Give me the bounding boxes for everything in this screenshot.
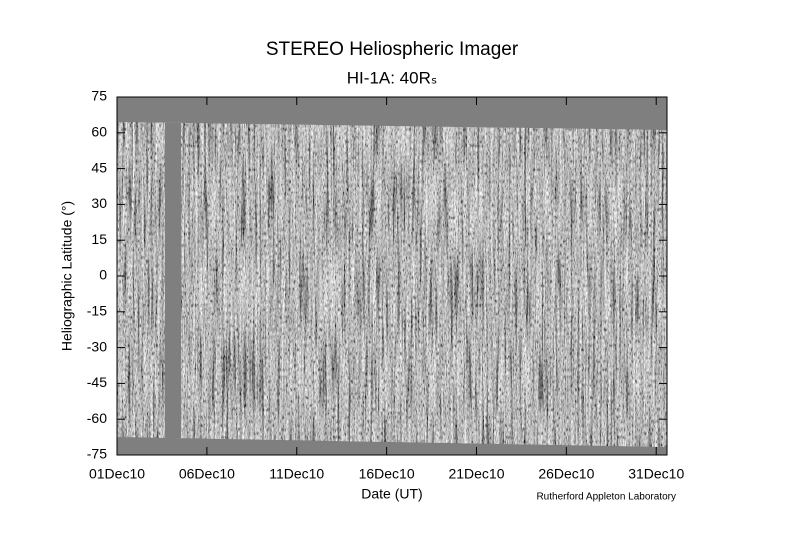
x-tick-label: 16Dec10 xyxy=(359,466,415,482)
x-tick-label: 26Dec10 xyxy=(538,466,594,482)
y-axis-label: Heliographic Latitude (°) xyxy=(59,201,75,351)
image-noise xyxy=(117,122,667,447)
x-tick-label: 06Dec10 xyxy=(179,466,235,482)
y-tick-label: 15 xyxy=(91,231,107,247)
y-tick-label: 0 xyxy=(99,267,107,283)
y-tick-label: 75 xyxy=(91,88,107,104)
x-tick-label: 21Dec10 xyxy=(448,466,504,482)
y-tick-label: -75 xyxy=(87,446,107,462)
y-tick-label: 30 xyxy=(91,195,107,211)
y-tick-label: -45 xyxy=(87,374,107,390)
y-tick-label: -60 xyxy=(87,410,107,426)
data-gap xyxy=(165,122,181,447)
x-tick-label: 11Dec10 xyxy=(269,466,324,482)
y-tick-label: -30 xyxy=(87,338,107,354)
x-tick-label: 01Dec10 xyxy=(89,466,145,482)
chart-subtitle: HI-1A: 40Rₛ xyxy=(347,68,437,87)
credit: Rutherford Appleton Laboratory xyxy=(536,492,676,503)
x-axis-label: Date (UT) xyxy=(361,486,422,502)
y-tick-label: -15 xyxy=(87,303,107,319)
image-map xyxy=(117,122,667,447)
y-tick-label: 60 xyxy=(91,124,107,140)
x-tick-label: 31Dec10 xyxy=(628,466,684,482)
chart-title: STEREO Heliospheric Imager xyxy=(266,39,519,60)
y-tick-label: 45 xyxy=(91,159,107,175)
